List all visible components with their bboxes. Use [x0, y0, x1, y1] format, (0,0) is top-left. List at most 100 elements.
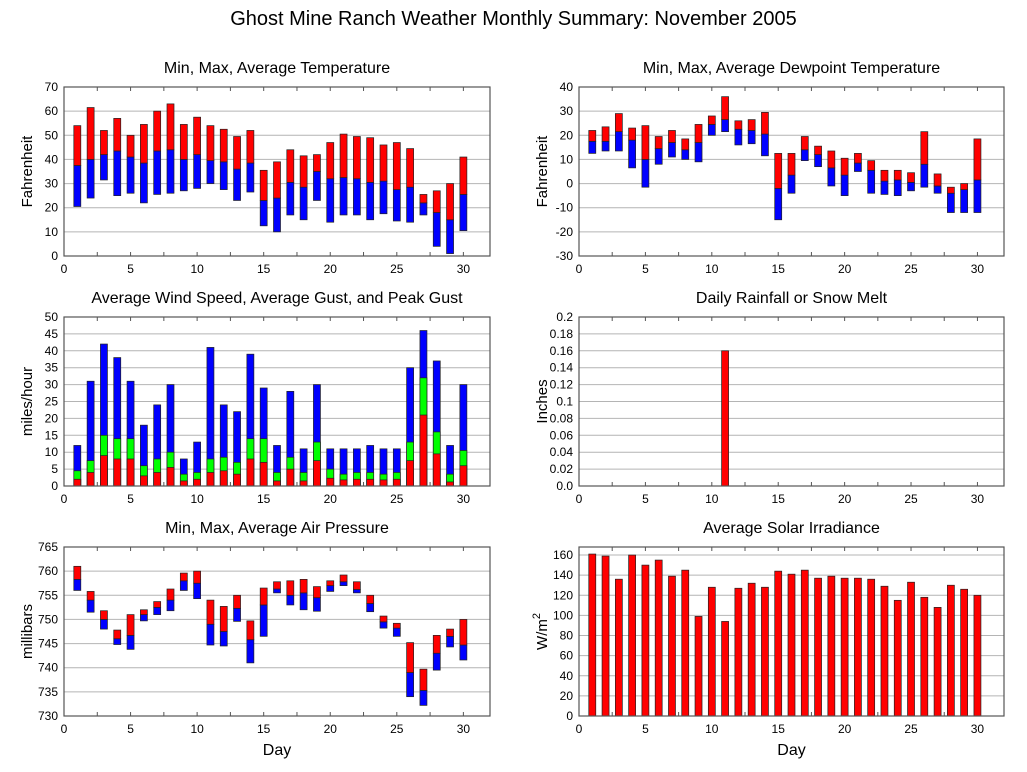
bar-min-to-avg	[126, 156, 135, 194]
bar-min-to-avg	[379, 180, 388, 215]
bar-min-to-avg	[100, 619, 108, 630]
y-tick-label: 0.2	[556, 310, 573, 324]
bar-avg-to-max	[86, 107, 95, 160]
bar-avg-to-max	[973, 138, 982, 181]
bar-avg-to-max	[179, 124, 188, 160]
y-tick-label: 0.14	[550, 361, 574, 375]
x-tick-label: 5	[127, 722, 134, 736]
bar-average-wind-speed	[353, 478, 361, 487]
bar-average-wind-speed	[246, 458, 255, 487]
bar-min-to-avg	[681, 149, 690, 160]
bar-avg-to-max	[73, 565, 82, 580]
bar-min-to-avg	[259, 200, 268, 227]
y-axis-label: W/m2	[531, 613, 551, 650]
bar	[787, 573, 796, 717]
x-tick-label: 20	[324, 722, 338, 736]
bar-avg-to-max	[641, 125, 650, 160]
bar-average-wind-speed	[419, 414, 428, 487]
x-tick-label: 5	[642, 262, 649, 276]
bar-avg-to-max	[707, 115, 716, 125]
y-tick-label: 140	[553, 568, 573, 582]
bar-avg-to-max	[259, 587, 268, 606]
y-tick-label: 0.08	[550, 411, 574, 425]
bar-min-to-avg	[153, 150, 162, 195]
bar-min-to-avg	[73, 579, 82, 591]
x-tick-label: 30	[971, 262, 985, 276]
y-tick-label: 50	[45, 128, 59, 142]
bar-avg-to-max	[126, 134, 135, 158]
x-tick-label: 20	[838, 262, 852, 276]
x-tick-label: 30	[457, 262, 471, 276]
bar-avg-to-max	[379, 615, 388, 623]
bar-min-to-avg	[920, 163, 929, 188]
bar	[933, 607, 942, 717]
x-tick-label: 0	[61, 722, 68, 736]
bar-min-to-avg	[73, 165, 82, 207]
x-tick-label: 10	[705, 722, 719, 736]
x-tick-label: 25	[904, 722, 918, 736]
bar-avg-to-max	[920, 131, 929, 165]
y-tick-label: 0.02	[550, 462, 574, 476]
x-tick-label: 20	[838, 492, 852, 506]
bar-min-to-avg	[246, 639, 255, 664]
chart-title: Daily Rainfall or Snow Melt	[696, 290, 888, 307]
x-axis-label: Day	[263, 742, 291, 759]
plot-frame	[63, 316, 491, 487]
bar-avg-to-max	[867, 160, 876, 171]
bar-min-to-avg	[286, 182, 295, 216]
y-tick-label: 0	[566, 709, 573, 723]
bar-average-wind-speed	[366, 478, 375, 487]
bar-avg-to-max	[880, 169, 889, 182]
y-tick-label: 735	[38, 685, 58, 699]
bar-min-to-avg	[867, 169, 876, 194]
bar-min-to-avg	[432, 652, 441, 671]
bar	[628, 554, 636, 717]
chart-dewpoint: Min, Max, Average Dewpoint Temperature -3…	[534, 60, 1005, 276]
x-tick-label: 10	[705, 492, 719, 506]
bar	[614, 578, 623, 717]
x-tick-label: 0	[576, 722, 583, 736]
x-tick-label: 15	[257, 492, 271, 506]
y-tick-label: 765	[38, 540, 58, 554]
bar	[854, 577, 862, 717]
bar-avg-to-max	[339, 133, 348, 178]
bar-min-to-avg	[419, 202, 428, 216]
bar-avg-to-max	[113, 629, 122, 640]
bar-min-to-avg	[140, 162, 148, 204]
bar-min-to-avg	[446, 219, 454, 254]
bar-average-wind-speed	[179, 480, 188, 487]
bar-avg-to-max	[326, 142, 335, 180]
bar-min-to-avg	[100, 154, 108, 181]
bar-avg-to-max	[339, 574, 348, 583]
bar-min-to-avg	[880, 180, 889, 195]
y-tick-label: 745	[38, 637, 58, 651]
bar-min-to-avg	[313, 171, 321, 201]
bar-avg-to-max	[259, 169, 268, 201]
bar-min-to-avg	[366, 603, 375, 613]
y-tick-label: 120	[553, 588, 573, 602]
y-tick-label: 760	[38, 564, 58, 578]
bar-min-to-avg	[126, 635, 135, 650]
y-tick-label: -20	[556, 225, 574, 239]
y-tick-label: 10	[560, 152, 574, 166]
bar-min-to-avg	[339, 581, 348, 586]
x-tick-label: 15	[257, 722, 271, 736]
bar-min-to-avg	[86, 599, 95, 613]
bar-avg-to-max	[140, 124, 148, 164]
bar-avg-to-max	[246, 620, 255, 641]
bar-min-to-avg	[140, 614, 148, 622]
y-axis-label: Inches	[534, 379, 551, 423]
bar	[893, 599, 902, 717]
bar-min-to-avg	[353, 178, 361, 216]
bar-min-to-avg	[854, 162, 862, 172]
chart-title: Min, Max, Average Dewpoint Temperature	[643, 60, 940, 77]
bar-avg-to-max	[893, 169, 902, 181]
bar-min-to-avg	[273, 197, 281, 233]
bar-avg-to-max	[313, 154, 321, 172]
bar-average-wind-speed	[126, 458, 135, 487]
x-tick-label: 25	[904, 262, 918, 276]
bar-avg-to-max	[206, 599, 215, 625]
chart-solar: Average Solar Irradiance0204060801001201…	[531, 520, 1005, 759]
bar-min-to-avg	[273, 588, 281, 594]
